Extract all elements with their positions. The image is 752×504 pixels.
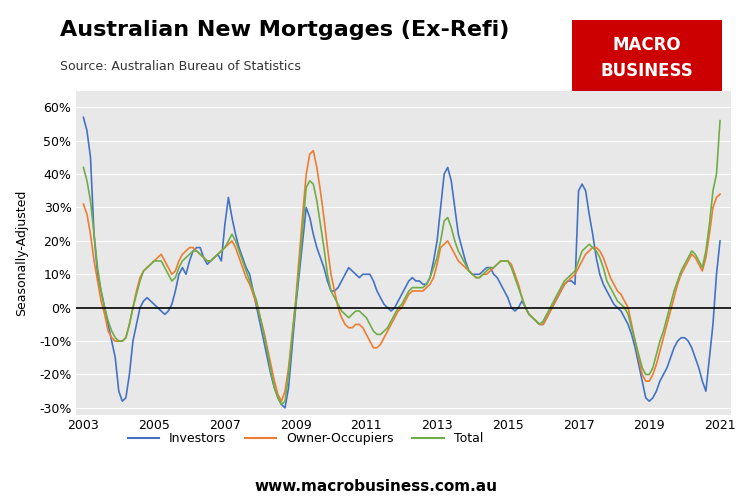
- Text: MACRO: MACRO: [612, 36, 681, 54]
- Text: Australian New Mortgages (Ex-Refi): Australian New Mortgages (Ex-Refi): [60, 20, 510, 40]
- Text: www.macrobusiness.com.au: www.macrobusiness.com.au: [254, 479, 498, 494]
- Text: Source: Australian Bureau of Statistics: Source: Australian Bureau of Statistics: [60, 60, 301, 74]
- Legend: Investors, Owner-Occupiers, Total: Investors, Owner-Occupiers, Total: [123, 427, 488, 451]
- Text: BUSINESS: BUSINESS: [600, 62, 693, 80]
- Y-axis label: Seasonally-Adjusted: Seasonally-Adjusted: [15, 190, 28, 316]
